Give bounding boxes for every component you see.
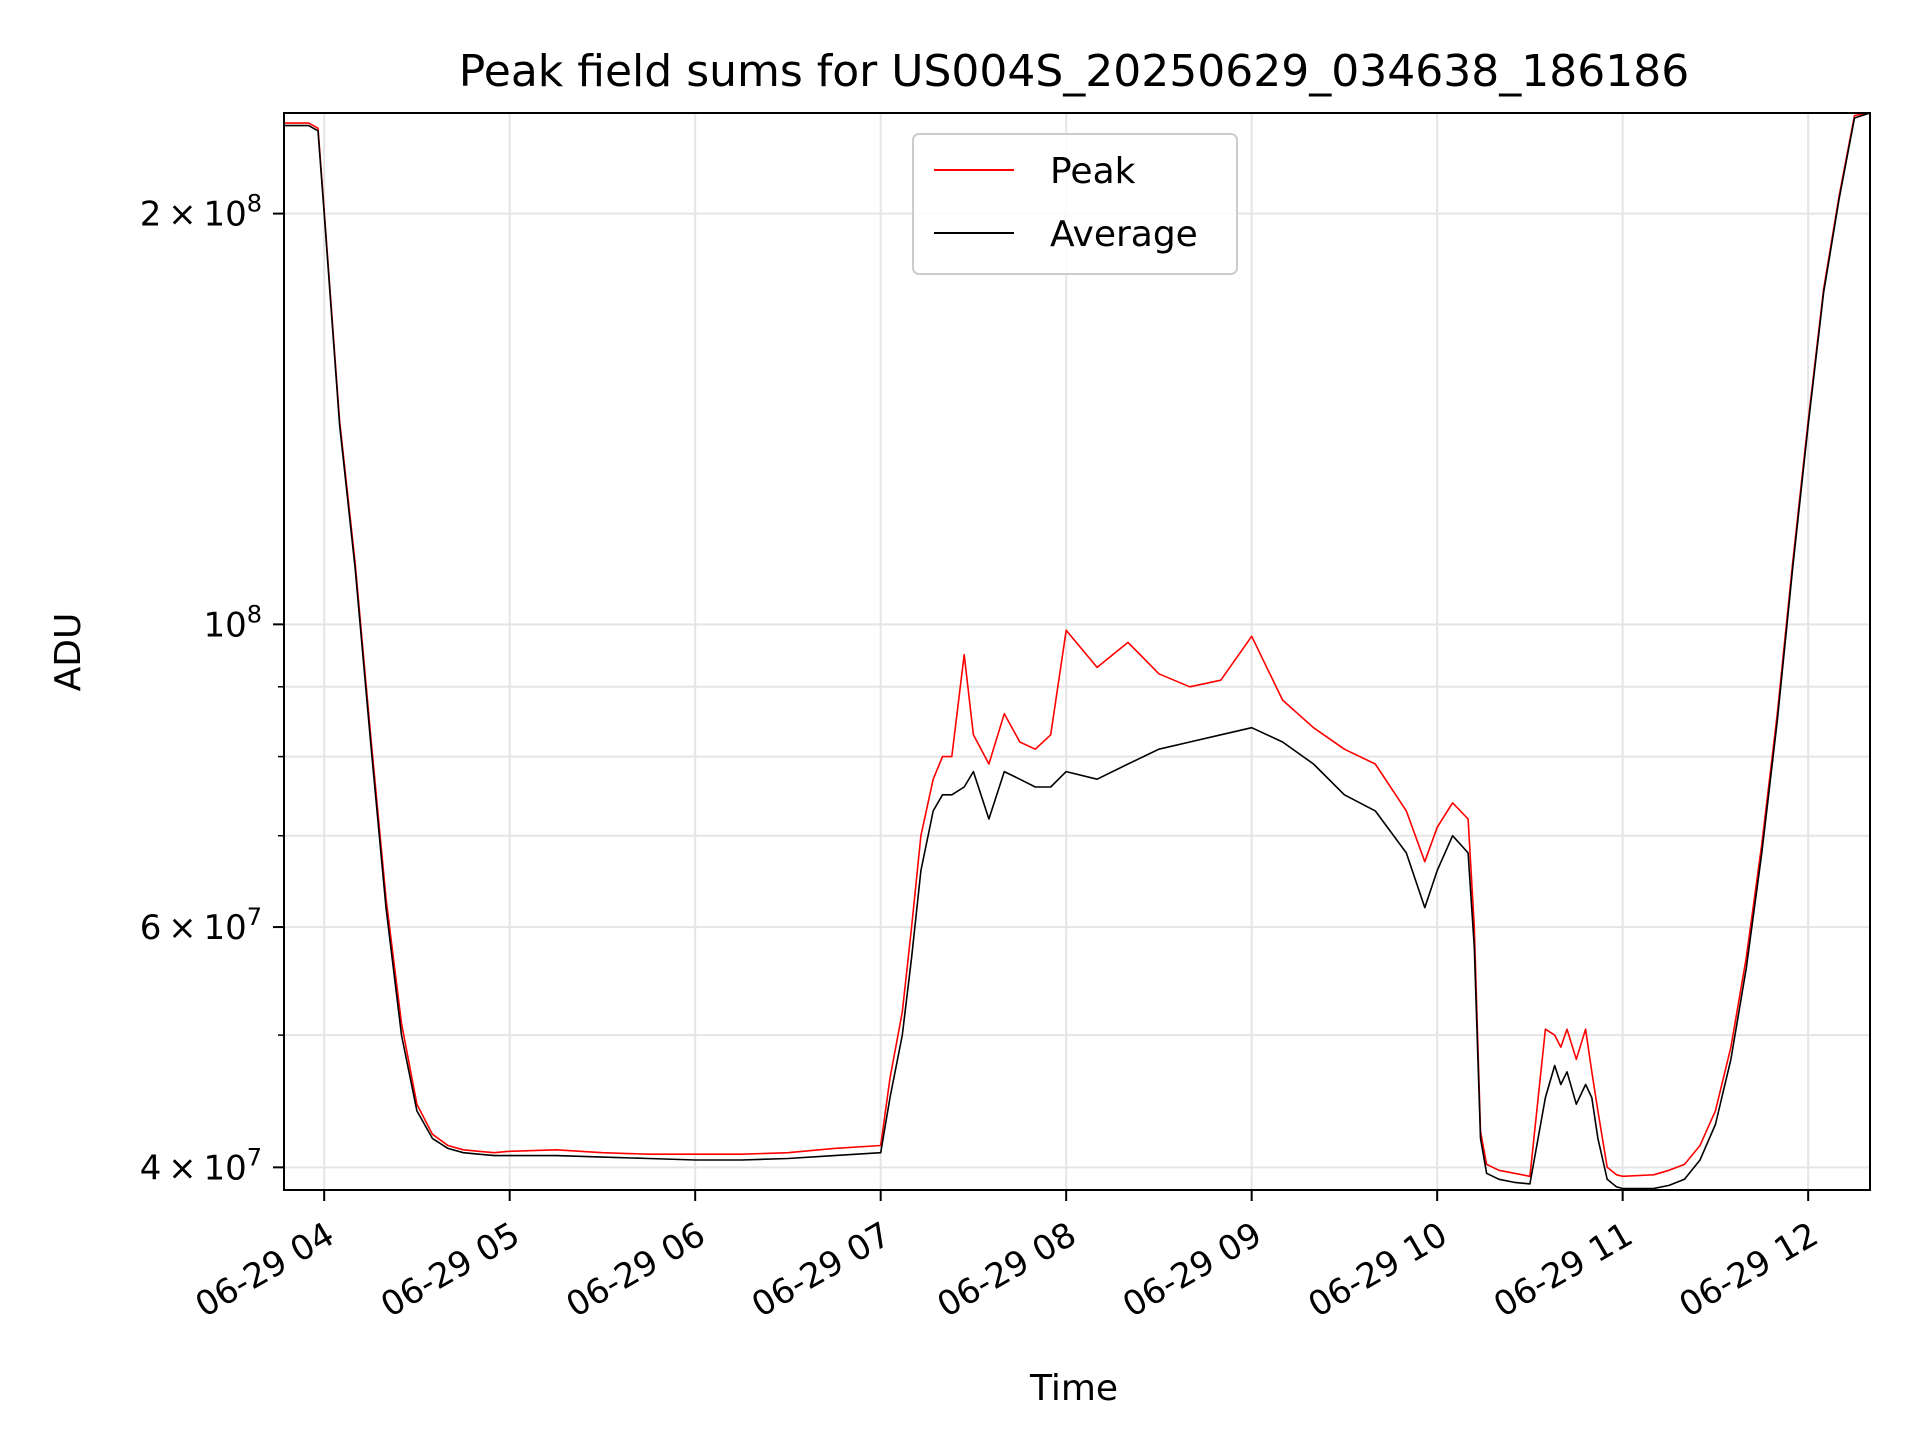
series-average-line xyxy=(284,112,1871,1190)
y-tick-label: 4 × 107 xyxy=(140,1143,262,1188)
y-axis-label: ADU xyxy=(48,613,89,692)
x-axis-label: Time xyxy=(1029,1368,1118,1409)
series-layer xyxy=(284,112,1871,1190)
plot-frame xyxy=(283,112,1871,1191)
legend: Peak Average xyxy=(912,133,1238,275)
y-tick-label: 6 × 107 xyxy=(140,903,262,948)
legend-label-peak: Peak xyxy=(1050,151,1136,192)
y-tick-label: 2 × 108 xyxy=(140,190,262,235)
legend-label-average: Average xyxy=(1050,214,1198,255)
grid-lines xyxy=(284,113,1870,1190)
chart-title: Peak field sums for US004S_20250629_0346… xyxy=(459,46,1689,97)
y-tick-label: 108 xyxy=(203,600,262,645)
y-axis: 4 × 107 6 × 107 108 2 × 108 xyxy=(140,190,284,1188)
series-peak-line xyxy=(284,112,1871,1178)
